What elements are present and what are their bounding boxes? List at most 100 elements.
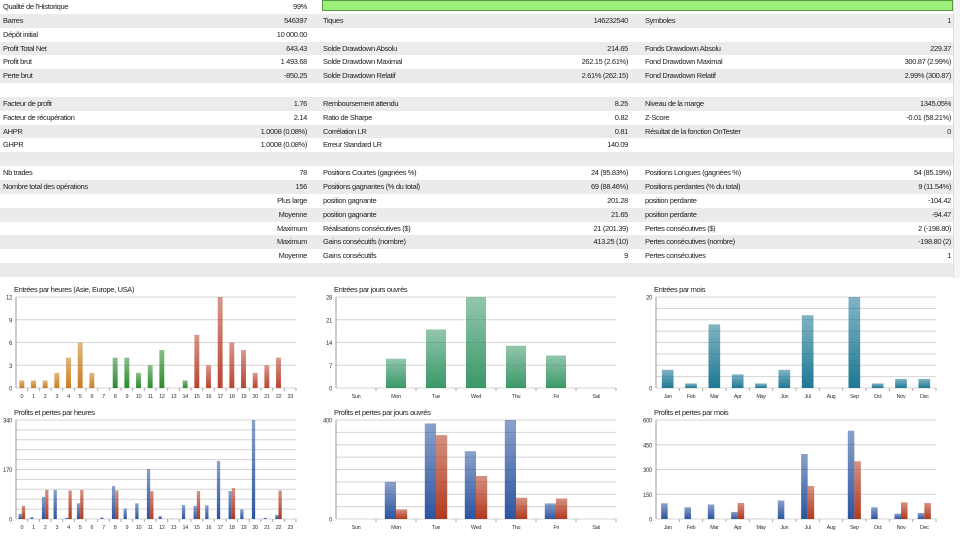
x-tick-label: Wed xyxy=(471,394,481,400)
bar xyxy=(147,365,153,388)
stat-label: position perdante xyxy=(645,195,697,205)
x-tick-label: 9 xyxy=(125,525,128,531)
x-tick-label: 7 xyxy=(102,525,105,531)
bar xyxy=(755,383,767,388)
bar xyxy=(778,369,791,388)
stat-value: 262.15 (2.61%) xyxy=(581,57,629,67)
chart-title: Profits et pertes par heures xyxy=(14,408,95,417)
y-tick-label: 400 xyxy=(323,419,333,425)
stat-label: Positions perdantes (% du total) xyxy=(645,181,741,191)
stat-value: 1.0008 (0.08%) xyxy=(260,126,308,136)
loss-bar xyxy=(516,497,528,519)
stat-value: 201.28 xyxy=(607,195,628,205)
chart-pl-by-hour: 0 170 340 0 1 2 3 4 5 6 7 8 9 10 11 12 13 14 15 16 17 18 19 20 2… xyxy=(0,406,305,536)
x-tick-label: Mar xyxy=(710,394,719,400)
profit-bar xyxy=(111,486,116,519)
x-tick-label: Dec xyxy=(920,525,929,531)
x-tick-label: 23 xyxy=(287,525,293,531)
x-tick-label: Tue xyxy=(432,394,441,400)
x-tick-label: Apr xyxy=(734,394,742,400)
stats-row: Perte brut -850.25 Solde Drawdown Relatif 2… xyxy=(0,69,953,84)
stat-value: 0 xyxy=(947,126,951,136)
profit-bar xyxy=(53,489,57,519)
stat-value: 24 (95.83%) xyxy=(590,168,628,178)
bar xyxy=(426,329,446,388)
stats-row: Maximum Gains consécutifs (nombre) 413.25 … xyxy=(0,235,953,250)
stat-value: -850.25 xyxy=(284,71,307,81)
bar xyxy=(66,357,71,388)
stat-value: 21 (201.39) xyxy=(593,223,628,233)
x-tick-label: Mar xyxy=(710,525,719,531)
stats-row xyxy=(0,83,953,97)
x-tick-label: 6 xyxy=(90,394,93,400)
bar xyxy=(848,297,861,388)
x-tick-label: 5 xyxy=(79,525,82,531)
stat-label: Fonds Drawdown Absolu xyxy=(645,43,721,53)
x-tick-label: Jan xyxy=(664,394,672,400)
stat-label: Qualité de l'Historique xyxy=(3,2,69,11)
stats-row: Dépôt initial 10 000.00 xyxy=(0,28,953,42)
x-tick-label: Fri xyxy=(553,525,558,531)
loss-bar xyxy=(21,505,26,519)
x-tick-label: 6 xyxy=(90,525,93,531)
bar xyxy=(918,378,931,388)
profit-bar xyxy=(777,500,785,519)
loss-bar xyxy=(45,489,49,519)
x-tick-label: 11 xyxy=(148,525,153,531)
bar xyxy=(136,372,141,388)
x-tick-label: 13 xyxy=(171,394,177,400)
x-tick-label: 5 xyxy=(79,394,82,400)
stat-label: Ratio de Sharpe xyxy=(323,112,372,122)
loss-bar xyxy=(854,461,861,519)
bar xyxy=(54,372,60,388)
stat-value: 54 (85.19%) xyxy=(913,168,951,178)
profit-bar xyxy=(193,505,197,519)
bar xyxy=(194,334,200,388)
x-tick-label: Sat xyxy=(592,394,600,400)
x-tick-label: 12 xyxy=(159,525,165,531)
stat-value: 1345.05% xyxy=(920,98,951,108)
x-tick-label: 16 xyxy=(206,394,212,400)
stat-label: Profit Total Net xyxy=(3,43,47,53)
chart-pl-by-month: 0 150 300 450 600 Jan Feb Mar Apr May Jun Jul Aug Sep… xyxy=(640,406,945,536)
bar xyxy=(206,365,211,388)
x-tick-label: Apr xyxy=(734,525,742,531)
x-tick-label: 10 xyxy=(136,394,142,400)
x-tick-label: Sun xyxy=(352,394,361,400)
x-tick-label: Nov xyxy=(897,394,906,400)
x-tick-label: 14 xyxy=(182,525,188,531)
bar xyxy=(386,358,406,388)
x-tick-label: 0 xyxy=(20,525,23,531)
bar xyxy=(661,369,674,388)
bar xyxy=(546,355,566,388)
stat-label: Gains consécutifs xyxy=(323,251,377,261)
x-tick-label: Mon xyxy=(391,394,401,400)
loss-bar xyxy=(924,502,931,519)
stat-value: 214.65 xyxy=(607,43,628,53)
y-tick-label: 20 xyxy=(646,296,653,302)
y-tick-label: 28 xyxy=(326,296,333,302)
stat-label: Pertes consécutives xyxy=(645,251,706,261)
stat-value: -104.42 xyxy=(928,195,951,205)
stat-value: Maximum xyxy=(276,223,307,233)
y-tick-label: 0 xyxy=(649,518,653,524)
stat-label: Gains consécutifs (nombre) xyxy=(323,237,406,247)
bar xyxy=(77,342,83,388)
bar xyxy=(124,357,130,388)
x-tick-label: Sat xyxy=(592,525,600,531)
x-tick-label: Dec xyxy=(920,394,929,400)
x-tick-label: 10 xyxy=(136,525,142,531)
bar xyxy=(31,380,36,388)
stat-value: 413.25 (10) xyxy=(593,237,628,247)
bar xyxy=(241,350,246,388)
profit-bar xyxy=(707,504,715,519)
y-tick-label: 450 xyxy=(643,443,653,449)
stat-value: 0.81 xyxy=(614,126,629,136)
stats-row: GHPR 1.0008 (0.08%) Erreur Standard LR 140.… xyxy=(0,138,953,152)
vertical-scrollbar[interactable] xyxy=(953,0,960,278)
x-tick-label: 1 xyxy=(32,394,35,400)
loss-bar xyxy=(231,488,236,519)
bar xyxy=(708,324,721,388)
loss-bar xyxy=(476,475,488,519)
